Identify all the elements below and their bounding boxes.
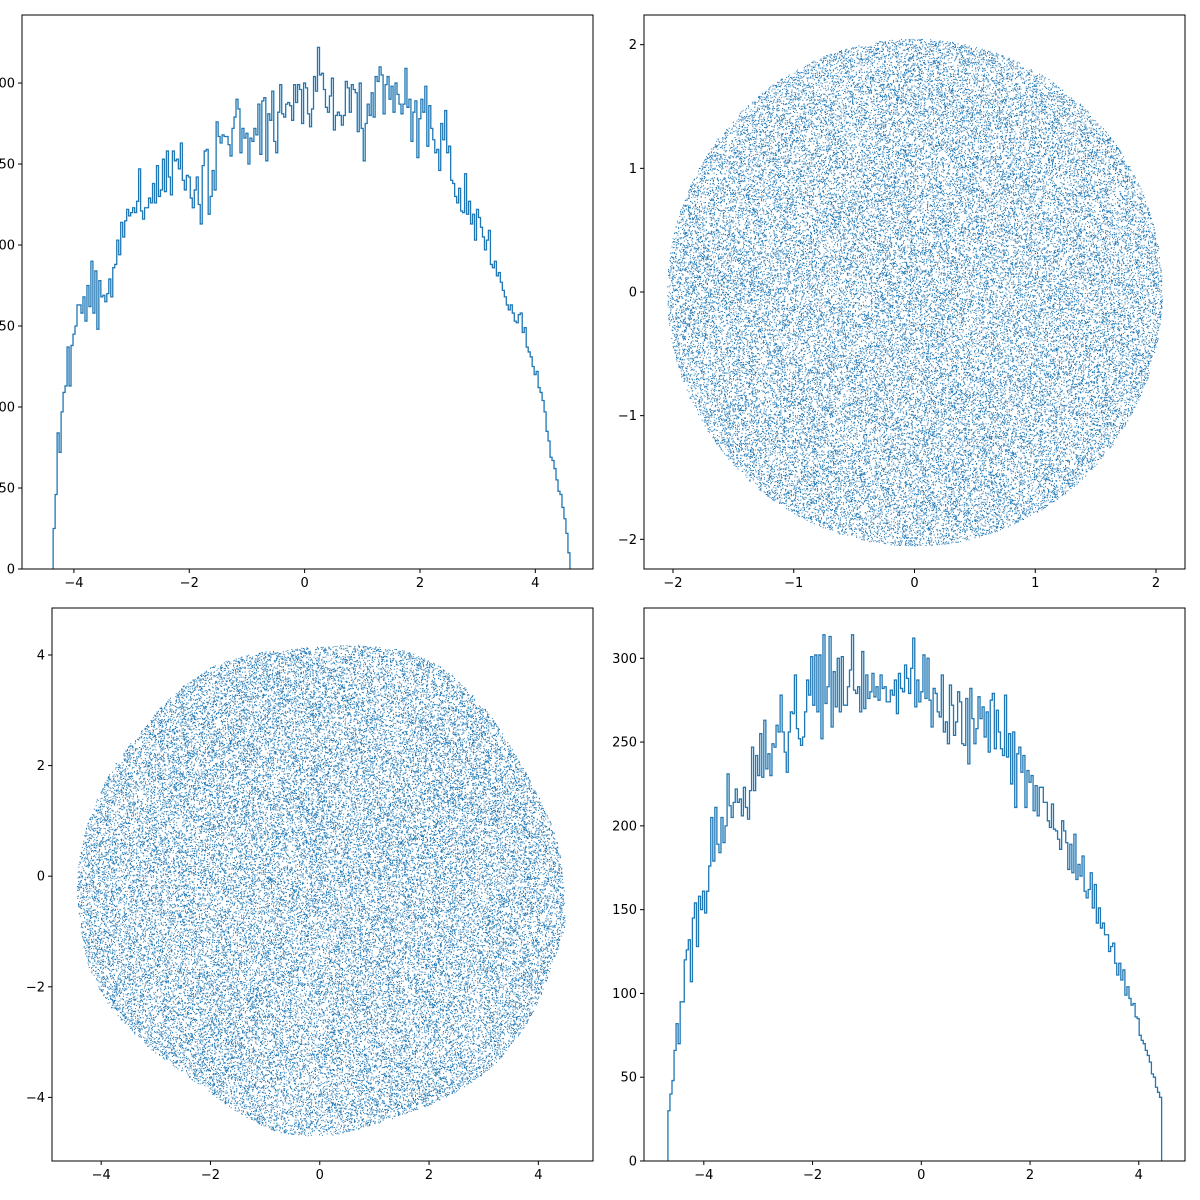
x-tick-label: 4	[1135, 1168, 1143, 1183]
bottom-left-x-axis: −4 −2 0 2 4	[92, 1161, 542, 1183]
bottom-left-y-axis: −4 −2 0 2 4	[26, 649, 52, 1106]
x-tick-label: 0	[910, 576, 918, 591]
y-tick-label: 300	[612, 652, 637, 667]
y-tick-label: 2	[629, 38, 637, 53]
bottom-right-axes-frame	[643, 607, 1186, 1162]
top-right-scatter	[667, 38, 1163, 547]
bottom-right-y-axis: 0 50 100 150 200 250 300	[612, 652, 644, 1170]
scatter-points	[667, 38, 1163, 547]
x-tick-label: −2	[803, 1168, 822, 1183]
x-tick-label: −2	[201, 1168, 220, 1183]
y-tick-label: 4	[37, 649, 45, 664]
y-tick-label: 250	[0, 158, 15, 173]
y-tick-label: 300	[0, 77, 15, 92]
panel-bottom-right: −4 −2 0 2 4 0 50 100 150 200 250 300	[612, 607, 1186, 1183]
x-tick-label: 1	[1031, 576, 1039, 591]
bottom-left-scatter	[76, 644, 566, 1137]
y-tick-label: −2	[618, 533, 637, 548]
x-tick-label: −4	[92, 1168, 111, 1183]
x-tick-label: 2	[416, 576, 424, 591]
y-tick-label: 50	[0, 482, 15, 497]
y-tick-label: 50	[620, 1071, 637, 1086]
y-tick-label: 1	[629, 162, 637, 177]
top-right-y-axis: −2 −1 0 1 2	[618, 38, 644, 548]
top-left-x-axis: −4 −2 0 2 4	[64, 569, 539, 591]
y-tick-label: 150	[0, 320, 15, 335]
bottom-right-histogram	[667, 634, 1163, 1161]
x-tick-label: 4	[531, 576, 539, 591]
histogram-step-line	[52, 46, 571, 569]
y-tick-label: −1	[618, 409, 637, 424]
x-tick-label: −2	[180, 576, 199, 591]
x-tick-label: 2	[425, 1168, 433, 1183]
top-left-y-axis: 0 50 100 150 200 250 300	[0, 77, 22, 578]
histogram-step-line	[667, 634, 1163, 1161]
x-tick-label: 2	[1152, 576, 1160, 591]
y-tick-label: −2	[26, 980, 45, 995]
y-tick-label: 150	[612, 903, 637, 918]
x-tick-label: −2	[663, 576, 682, 591]
top-right-x-axis: −2 −1 0 1 2	[663, 569, 1160, 591]
x-tick-label: −4	[694, 1168, 713, 1183]
x-tick-label: 0	[917, 1168, 925, 1183]
x-tick-label: −1	[784, 576, 803, 591]
y-tick-label: 2	[37, 759, 45, 774]
x-tick-label: 0	[300, 576, 308, 591]
y-tick-label: 250	[612, 736, 637, 751]
panel-top-right: −2 −1 0 1 2 −2 −1 0 1 2	[618, 14, 1186, 591]
y-tick-label: −4	[26, 1091, 45, 1106]
y-tick-label: 0	[629, 1155, 637, 1170]
y-tick-label: 100	[0, 401, 15, 416]
x-tick-label: 4	[534, 1168, 542, 1183]
top-left-axes-frame	[21, 14, 594, 570]
scatter-points	[76, 644, 566, 1137]
y-tick-label: 200	[612, 819, 637, 834]
panel-top-left: −4 −2 0 2 4 0 50 100 150 200 250 300	[0, 14, 594, 591]
panel-bottom-left: −4 −2 0 2 4 −4 −2 0 2 4	[26, 607, 594, 1183]
bottom-left-axes-frame	[51, 607, 594, 1162]
y-tick-label: 0	[7, 563, 15, 578]
top-left-histogram	[52, 46, 571, 569]
y-tick-label: 0	[629, 286, 637, 301]
y-tick-label: 200	[0, 239, 15, 254]
x-tick-label: 2	[1026, 1168, 1034, 1183]
y-tick-label: 0	[37, 870, 45, 885]
y-tick-label: 100	[612, 987, 637, 1002]
x-tick-label: −4	[64, 576, 83, 591]
x-tick-label: 0	[316, 1168, 324, 1183]
bottom-right-x-axis: −4 −2 0 2 4	[694, 1161, 1143, 1183]
